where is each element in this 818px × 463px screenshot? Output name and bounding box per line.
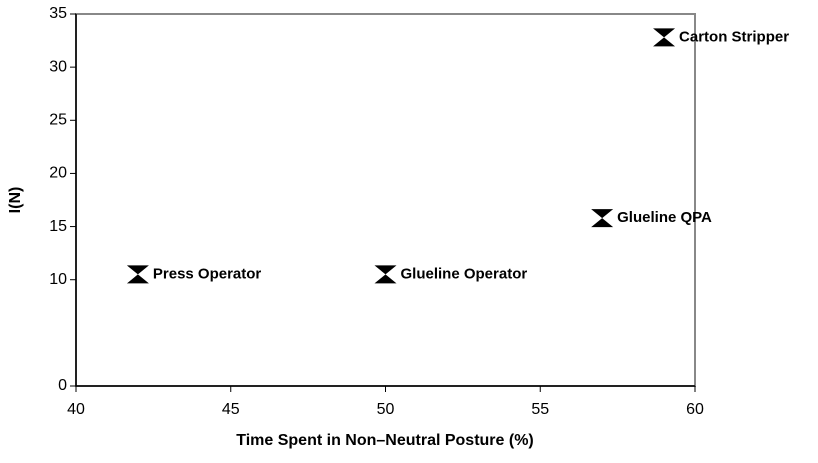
point: [126, 265, 149, 284]
point-label: Glueline QPA: [617, 209, 712, 226]
y-tick-label: 25: [49, 112, 67, 129]
y-tick-label: 0: [58, 377, 67, 394]
x-tick-label: 40: [67, 401, 85, 418]
point-label: Carton Stripper: [679, 28, 789, 45]
x-axis-label: Time Spent in Non–Neutral Posture (%): [236, 432, 534, 449]
y-tick-label: 20: [49, 165, 67, 182]
plot-frame: [75, 13, 696, 387]
y-axis-label: I(N): [7, 187, 24, 214]
point: [374, 265, 397, 284]
y-tick-label: 10: [49, 271, 67, 288]
point-label: Glueline Operator: [401, 265, 528, 282]
point-label: Press Operator: [153, 265, 262, 282]
point: [591, 209, 614, 228]
x-tick-label: 55: [531, 401, 549, 418]
x-tick-label: 45: [222, 401, 240, 418]
point: [653, 28, 676, 47]
x-tick-label: 50: [377, 401, 395, 418]
y-tick-label: 15: [49, 218, 67, 235]
y-tick-label: 35: [49, 5, 67, 22]
y-tick-label: 30: [49, 58, 67, 75]
x-tick-label: 60: [686, 401, 704, 418]
